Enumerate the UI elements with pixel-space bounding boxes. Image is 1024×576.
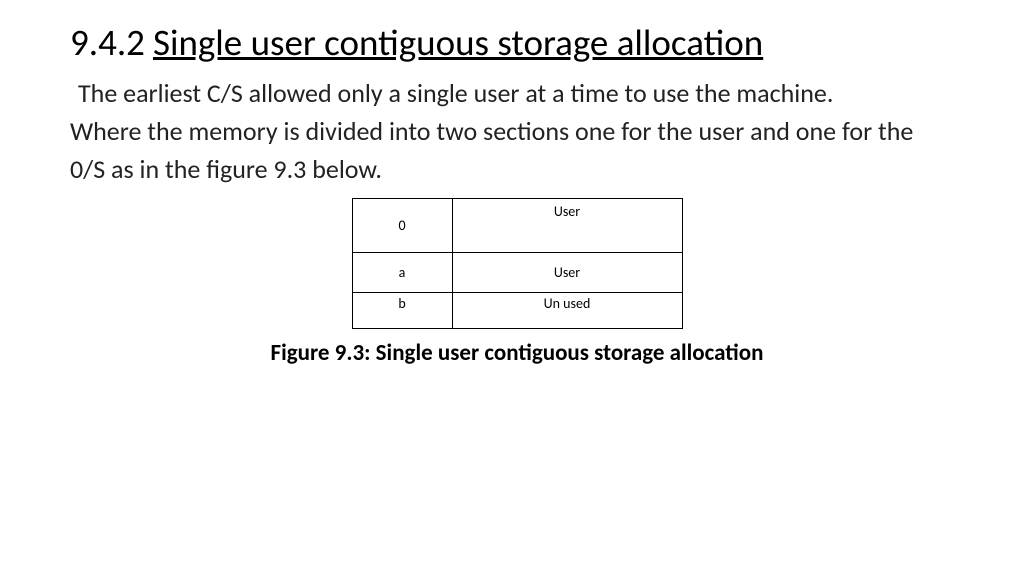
memory-table: 0 User a User b Un used <box>352 198 683 329</box>
table-row: 0 User <box>352 199 682 253</box>
region-cell: User <box>452 199 682 253</box>
table-row: a User <box>352 253 682 293</box>
table-row: b Un used <box>352 293 682 329</box>
body-paragraphs: The earliest C/S allowed only a single u… <box>70 77 964 186</box>
memory-diagram: 0 User a User b Un used <box>70 198 964 329</box>
section-heading: 9.4.2Single user contiguous storage allo… <box>70 20 964 65</box>
addr-cell: b <box>352 293 452 329</box>
region-cell: User <box>452 253 682 293</box>
paragraph-1: The earliest C/S allowed only a single u… <box>70 77 964 111</box>
addr-cell: 0 <box>352 199 452 253</box>
region-cell: Un used <box>452 293 682 329</box>
section-number: 9.4.2 <box>70 20 145 65</box>
paragraph-3: 0/S as in the figure 9.3 below. <box>70 153 964 187</box>
paragraph-2: Where the memory is divided into two sec… <box>70 115 964 149</box>
addr-cell: a <box>352 253 452 293</box>
figure-caption: Figure 9.3: Single user contiguous stora… <box>70 339 964 367</box>
section-title: Single user contiguous storage allocatio… <box>153 20 763 65</box>
